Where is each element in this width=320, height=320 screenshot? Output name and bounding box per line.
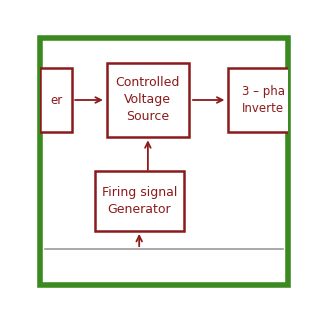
Bar — [228, 68, 298, 132]
Bar — [40, 68, 72, 132]
Text: Controlled
Voltage
Source: Controlled Voltage Source — [116, 76, 180, 124]
Text: Firing signal
Generator: Firing signal Generator — [101, 186, 177, 216]
Text: er: er — [50, 93, 62, 107]
Bar — [95, 172, 184, 231]
Text: 3 – pha
Inverte: 3 – pha Inverte — [242, 85, 285, 115]
Bar — [107, 63, 189, 137]
